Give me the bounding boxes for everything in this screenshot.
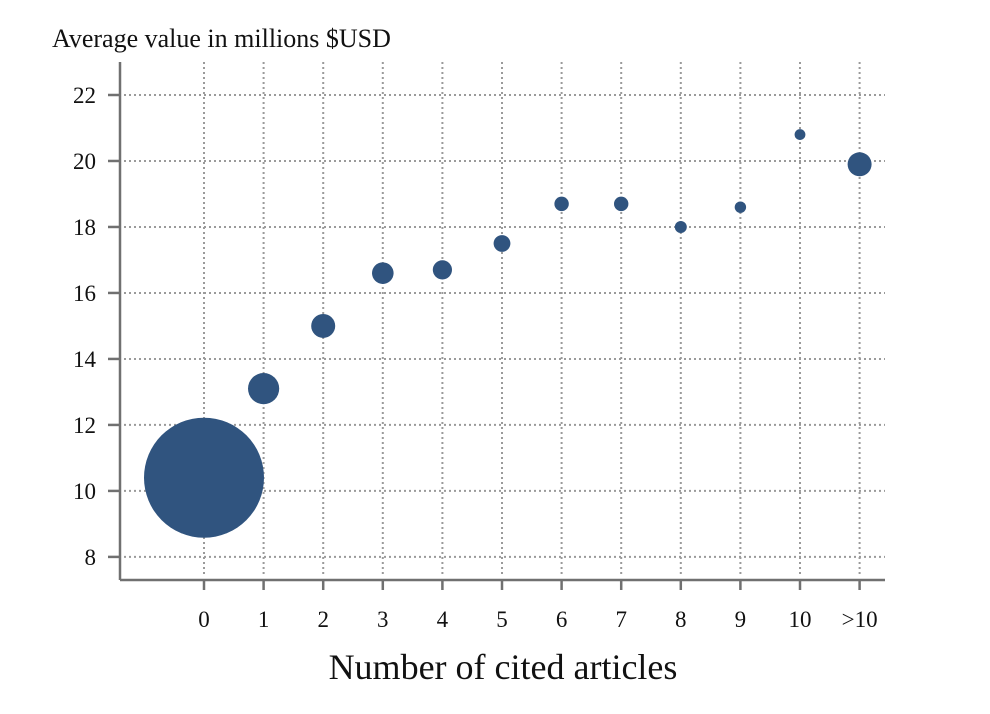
- x-tick-label: 5: [496, 607, 508, 632]
- axes: [108, 62, 885, 590]
- data-point: [614, 196, 629, 212]
- grid: [124, 62, 885, 576]
- data-point: [674, 220, 687, 233]
- y-tick-label: 12: [73, 413, 96, 438]
- x-tick-label: 0: [198, 607, 210, 632]
- y-tick-label: 16: [73, 281, 96, 306]
- data-point: [372, 262, 394, 284]
- x-axis-label: Number of cited articles: [329, 647, 678, 687]
- data-point: [493, 235, 511, 252]
- data-point: [734, 201, 747, 213]
- x-tick-label: 7: [615, 607, 627, 632]
- data-points: [144, 129, 872, 538]
- x-tick-label: 4: [437, 607, 449, 632]
- x-tick-label: 8: [675, 607, 687, 632]
- y-tick-label: 18: [73, 215, 96, 240]
- data-point: [847, 152, 872, 177]
- y-tick-label: 14: [73, 347, 97, 372]
- y-tick-label: 10: [73, 479, 96, 504]
- y-tick-label: 8: [85, 545, 97, 570]
- y-tick-label: 22: [73, 83, 96, 108]
- x-tick-label: 1: [258, 607, 270, 632]
- data-point: [554, 196, 569, 212]
- x-tick-label: 6: [556, 607, 568, 632]
- y-tick-label: 20: [73, 149, 96, 174]
- data-point: [248, 373, 280, 405]
- data-point: [144, 417, 264, 538]
- y-axis-label: Average value in millions $USD: [52, 24, 391, 53]
- data-point: [794, 129, 806, 140]
- x-tick-label: 2: [317, 607, 329, 632]
- data-point: [432, 260, 452, 280]
- x-tick-label: >10: [842, 607, 878, 632]
- data-point: [311, 313, 336, 338]
- x-tick-label: 10: [789, 607, 812, 632]
- x-tick-label: 9: [735, 607, 747, 632]
- x-tick-label: 3: [377, 607, 389, 632]
